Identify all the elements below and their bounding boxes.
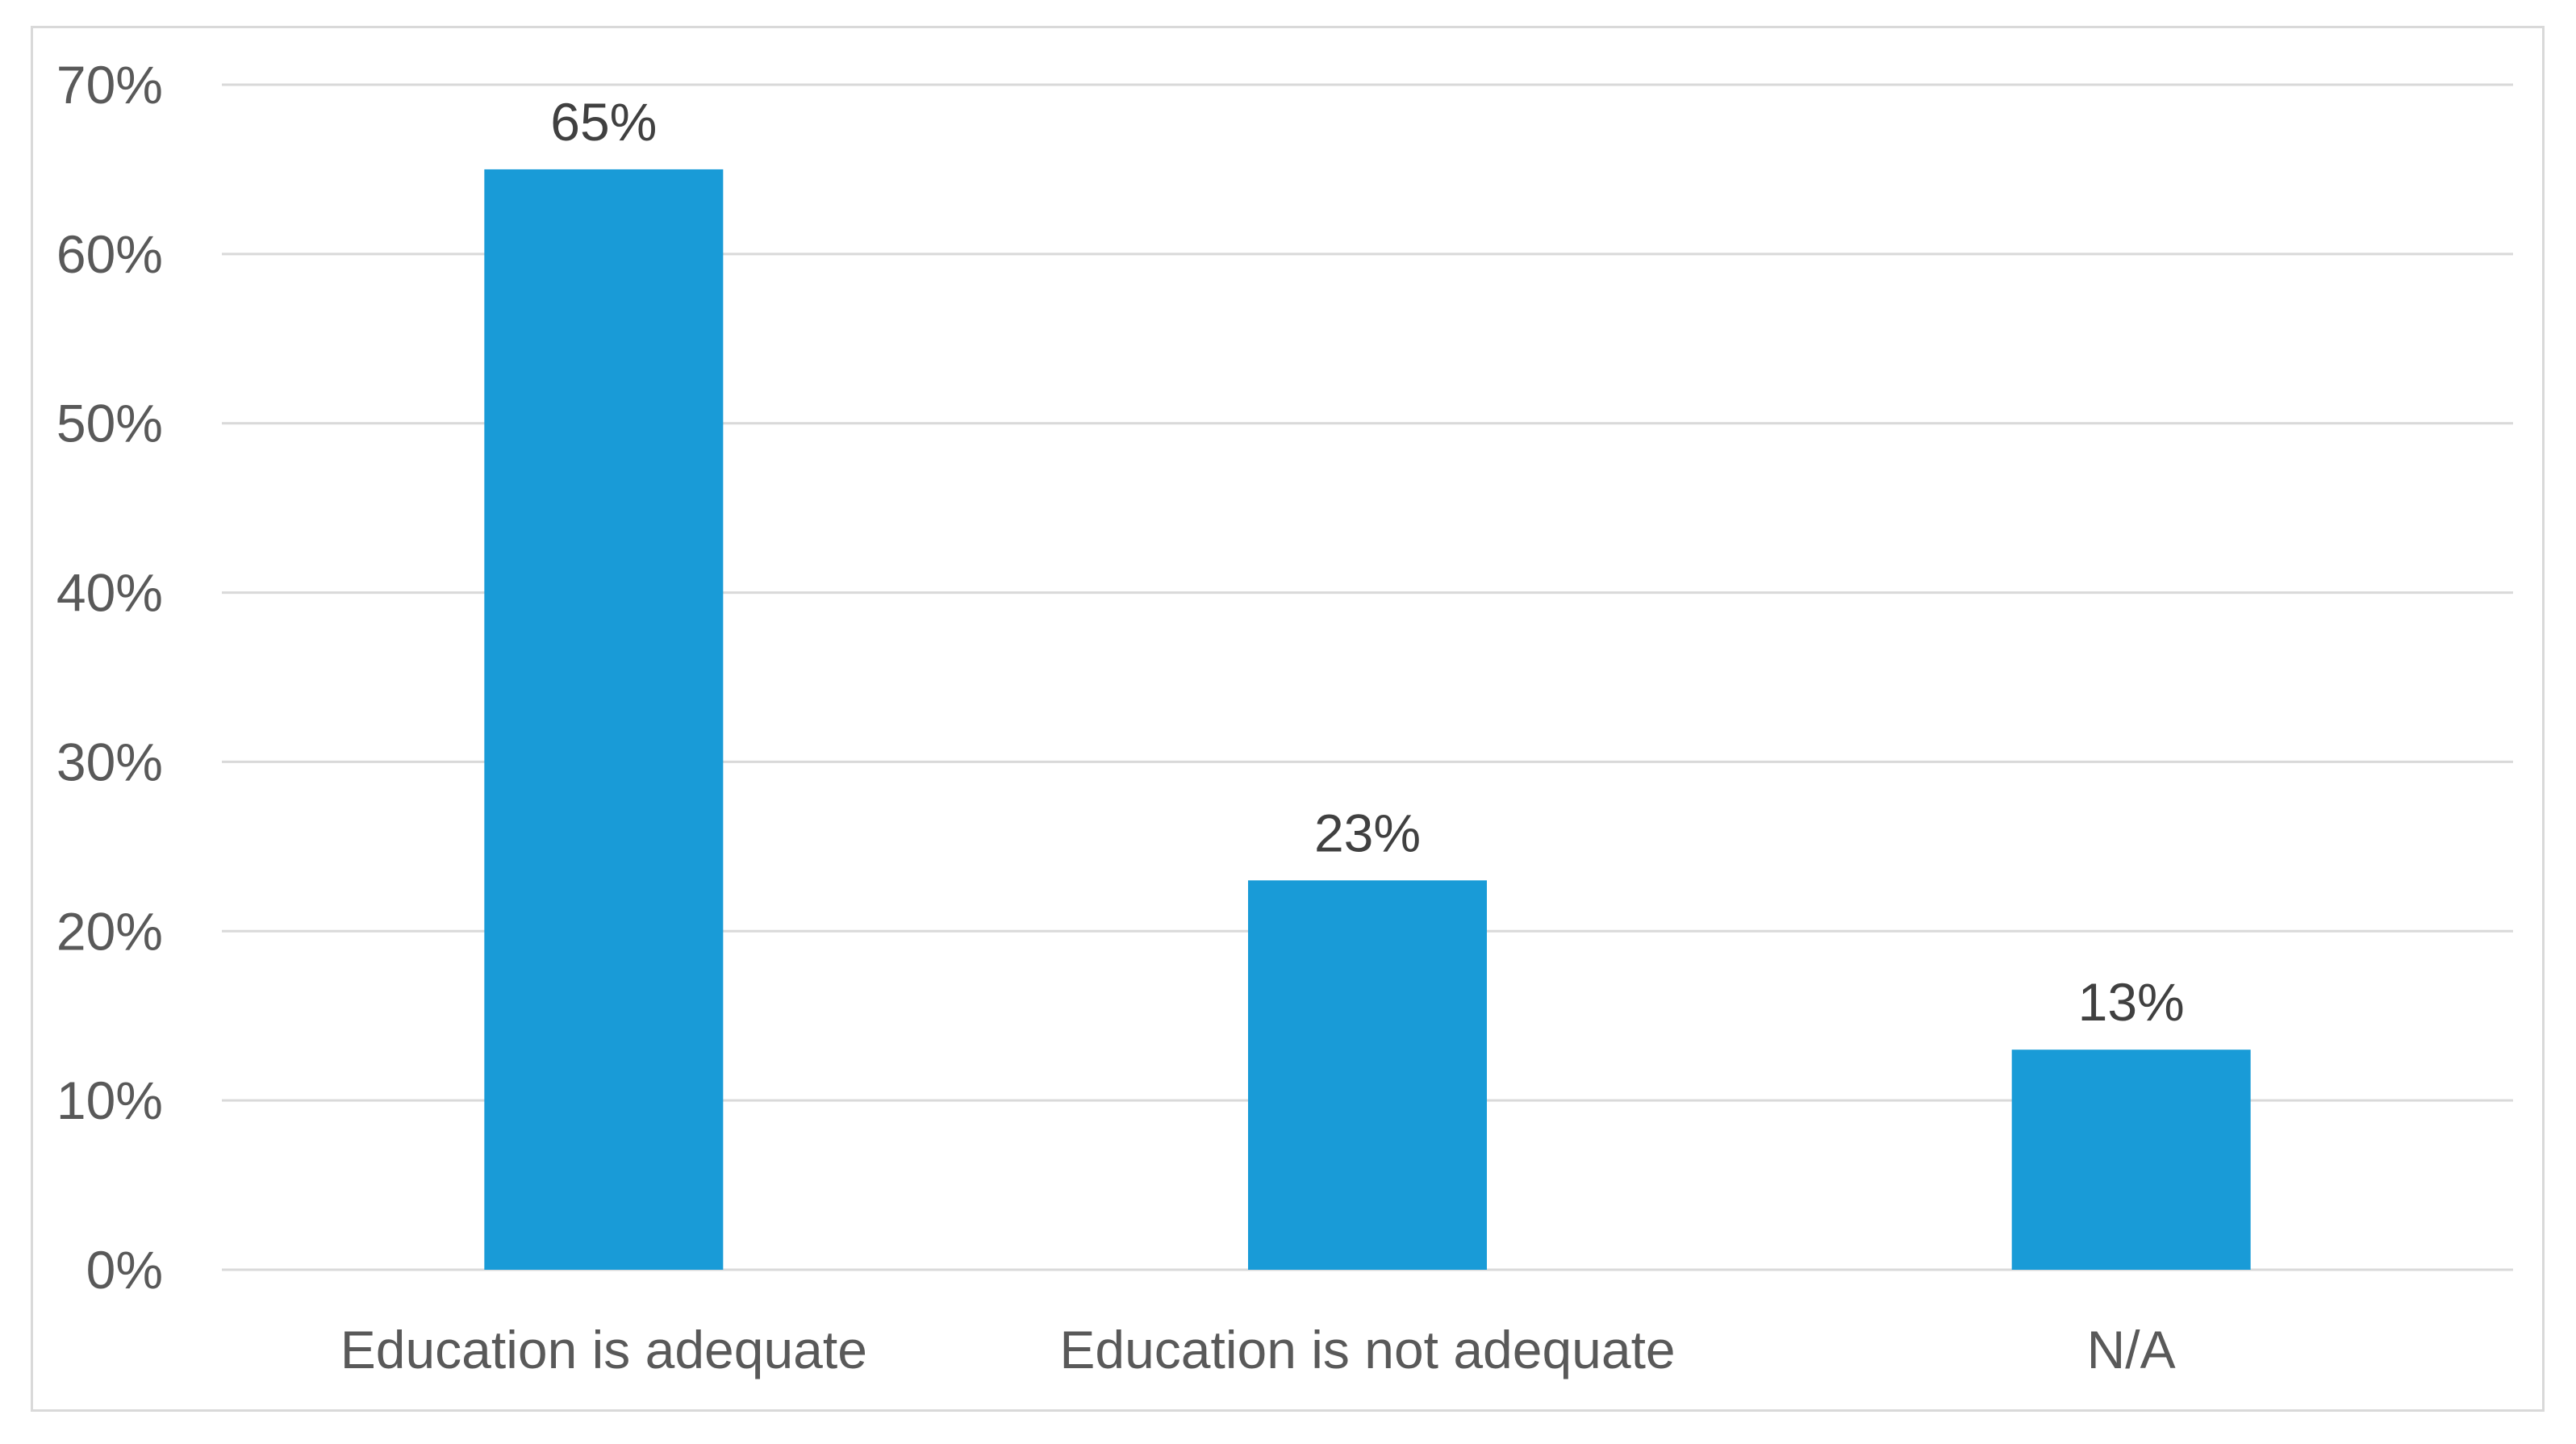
- data-label: 65%: [550, 92, 657, 152]
- x-category-label: Education is not adequate: [1059, 1320, 1675, 1379]
- y-tick-label: 50%: [56, 394, 163, 453]
- x-category-label: N/A: [2087, 1320, 2176, 1379]
- y-tick-label: 70%: [56, 55, 163, 115]
- data-labels: 65% 23% 13%: [550, 92, 2184, 1032]
- bar: [2011, 1050, 2251, 1270]
- y-tick-label: 30%: [56, 732, 163, 791]
- y-axis-ticks: 0% 10% 20% 30% 40% 50% 60% 70%: [56, 55, 163, 1300]
- bar: [1248, 880, 1487, 1270]
- y-tick-label: 10%: [56, 1070, 163, 1130]
- y-tick-label: 20%: [56, 901, 163, 961]
- bar: [484, 169, 724, 1270]
- data-label: 13%: [2078, 972, 2185, 1032]
- y-tick-label: 60%: [56, 224, 163, 284]
- y-tick-label: 0%: [86, 1240, 163, 1300]
- y-tick-label: 40%: [56, 563, 163, 623]
- x-axis-categories: Education is adequate Education is not ad…: [340, 1320, 2176, 1379]
- data-label: 23%: [1314, 803, 1421, 862]
- bars: [484, 169, 2251, 1270]
- x-category-label: Education is adequate: [340, 1320, 867, 1379]
